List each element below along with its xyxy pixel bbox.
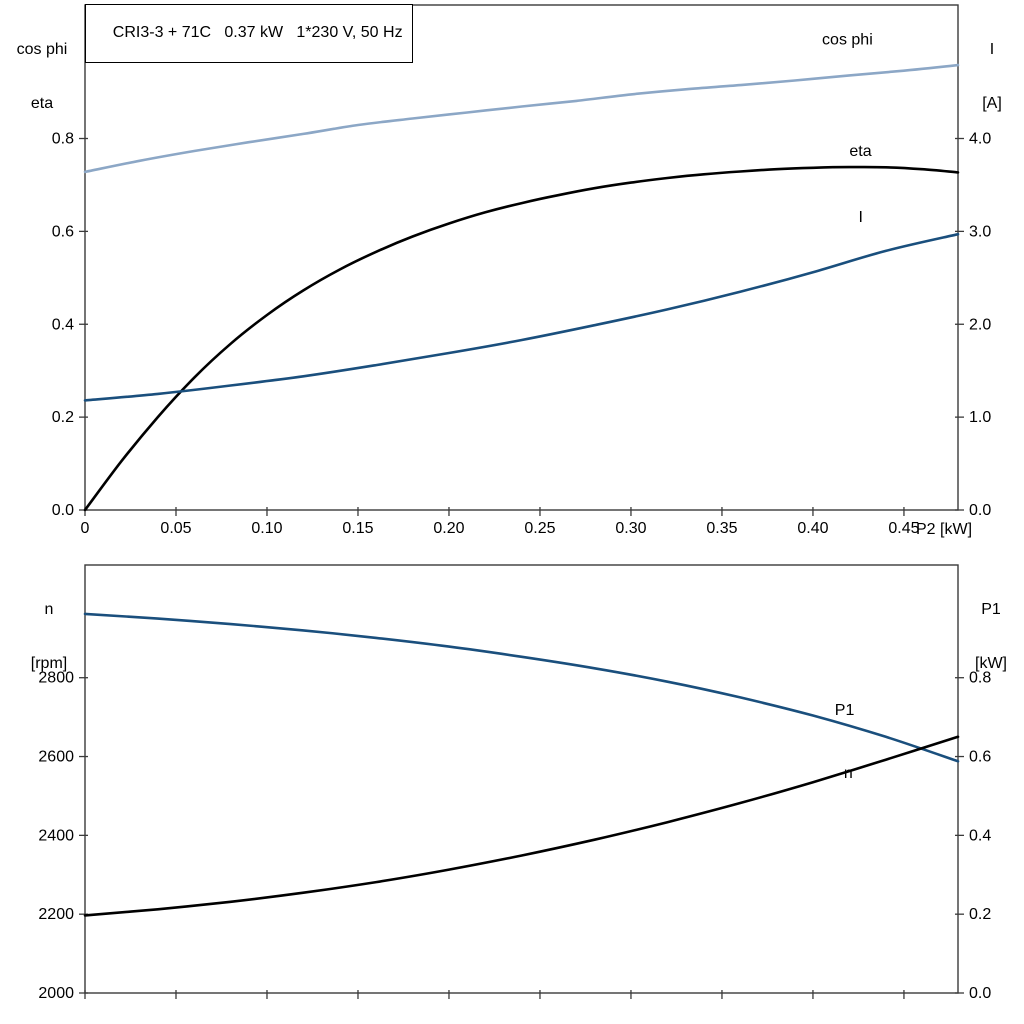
curve-I [83,232,960,402]
curve-label-cos-phi: cos phi [822,32,873,49]
right-tick-label: 4.0 [969,131,991,148]
chart-title: CRI3-3 + 71C 0.37 kW 1*230 V, 50 Hz [112,24,403,41]
bottom-left-axis-title-line1: n [44,601,54,618]
x-tick-label: 0.05 [160,520,191,537]
right-tick-label: 2.0 [969,316,991,333]
right-tick-label: 0.8 [969,670,991,687]
top-right-axis-title-line2: [A] [982,95,1002,112]
plot-frame-motor-performance-top [84,4,959,511]
left-tick-label: 2400 [38,827,74,844]
chart-title-box: CRI3-3 + 71C 0.37 kW 1*230 V, 50 Hz [85,4,413,63]
left-tick-label: 2000 [38,985,74,1002]
left-tick-label: 0.4 [52,316,74,333]
right-tick-label: 0.2 [969,906,991,923]
x-tick-label: 0.40 [797,520,828,537]
x-tick-label: 0.25 [524,520,555,537]
curve-label-n: n [844,765,853,782]
x-tick-label: 0.20 [433,520,464,537]
x-tick-label: 0.10 [251,520,282,537]
plot-frame-motor-performance-bottom [84,564,959,994]
left-tick-label: 0.2 [52,409,74,426]
right-tick-label: 0.4 [969,827,991,844]
curve-label-I: I [858,209,862,226]
right-tick-label: 0.0 [969,502,991,519]
bottom-left-axis-title-line2: [rpm] [30,655,68,672]
curve-label-eta: eta [849,143,871,160]
bottom-right-axis-title-line2: [kW] [975,655,1007,672]
bottom-right-axis-title-line1: P1 [981,601,1001,618]
x-tick-label: 0 [81,520,90,537]
curve-cos-phi [83,63,960,174]
right-tick-label: 3.0 [969,223,991,240]
top-right-axis-title: I [A] [964,5,1020,149]
top-left-axis-title-line2: eta [30,95,54,112]
x-tick-label: 0.45 [888,520,919,537]
x-tick-label: 0.15 [342,520,373,537]
left-tick-label: 2600 [38,749,74,766]
top-right-axis-title-line1: I [989,41,995,58]
bottom-left-axis-title: n [rpm] [14,565,84,709]
right-tick-label: 0.0 [969,985,991,1002]
top-left-axis-title: cos phi eta [2,5,82,149]
left-tick-label: 0.0 [52,502,74,519]
bottom-right-axis-title: P1 [kW] [962,565,1020,709]
top-left-axis-title-line1: cos phi [16,41,68,58]
x-tick-label: 0.30 [615,520,646,537]
curve-n [83,612,960,763]
left-tick-label: 2800 [38,670,74,687]
curve-eta [83,165,960,512]
left-tick-label: 0.8 [52,131,74,148]
x-tick-label: 0.35 [706,520,737,537]
curve-label-P1: P1 [835,702,855,719]
curve-P1 [83,735,960,917]
right-tick-label: 1.0 [969,409,991,426]
left-tick-label: 0.6 [52,223,74,240]
right-tick-label: 0.6 [969,749,991,766]
x-axis-label: P2 [kW] [916,521,973,538]
left-tick-label: 2200 [38,906,74,923]
